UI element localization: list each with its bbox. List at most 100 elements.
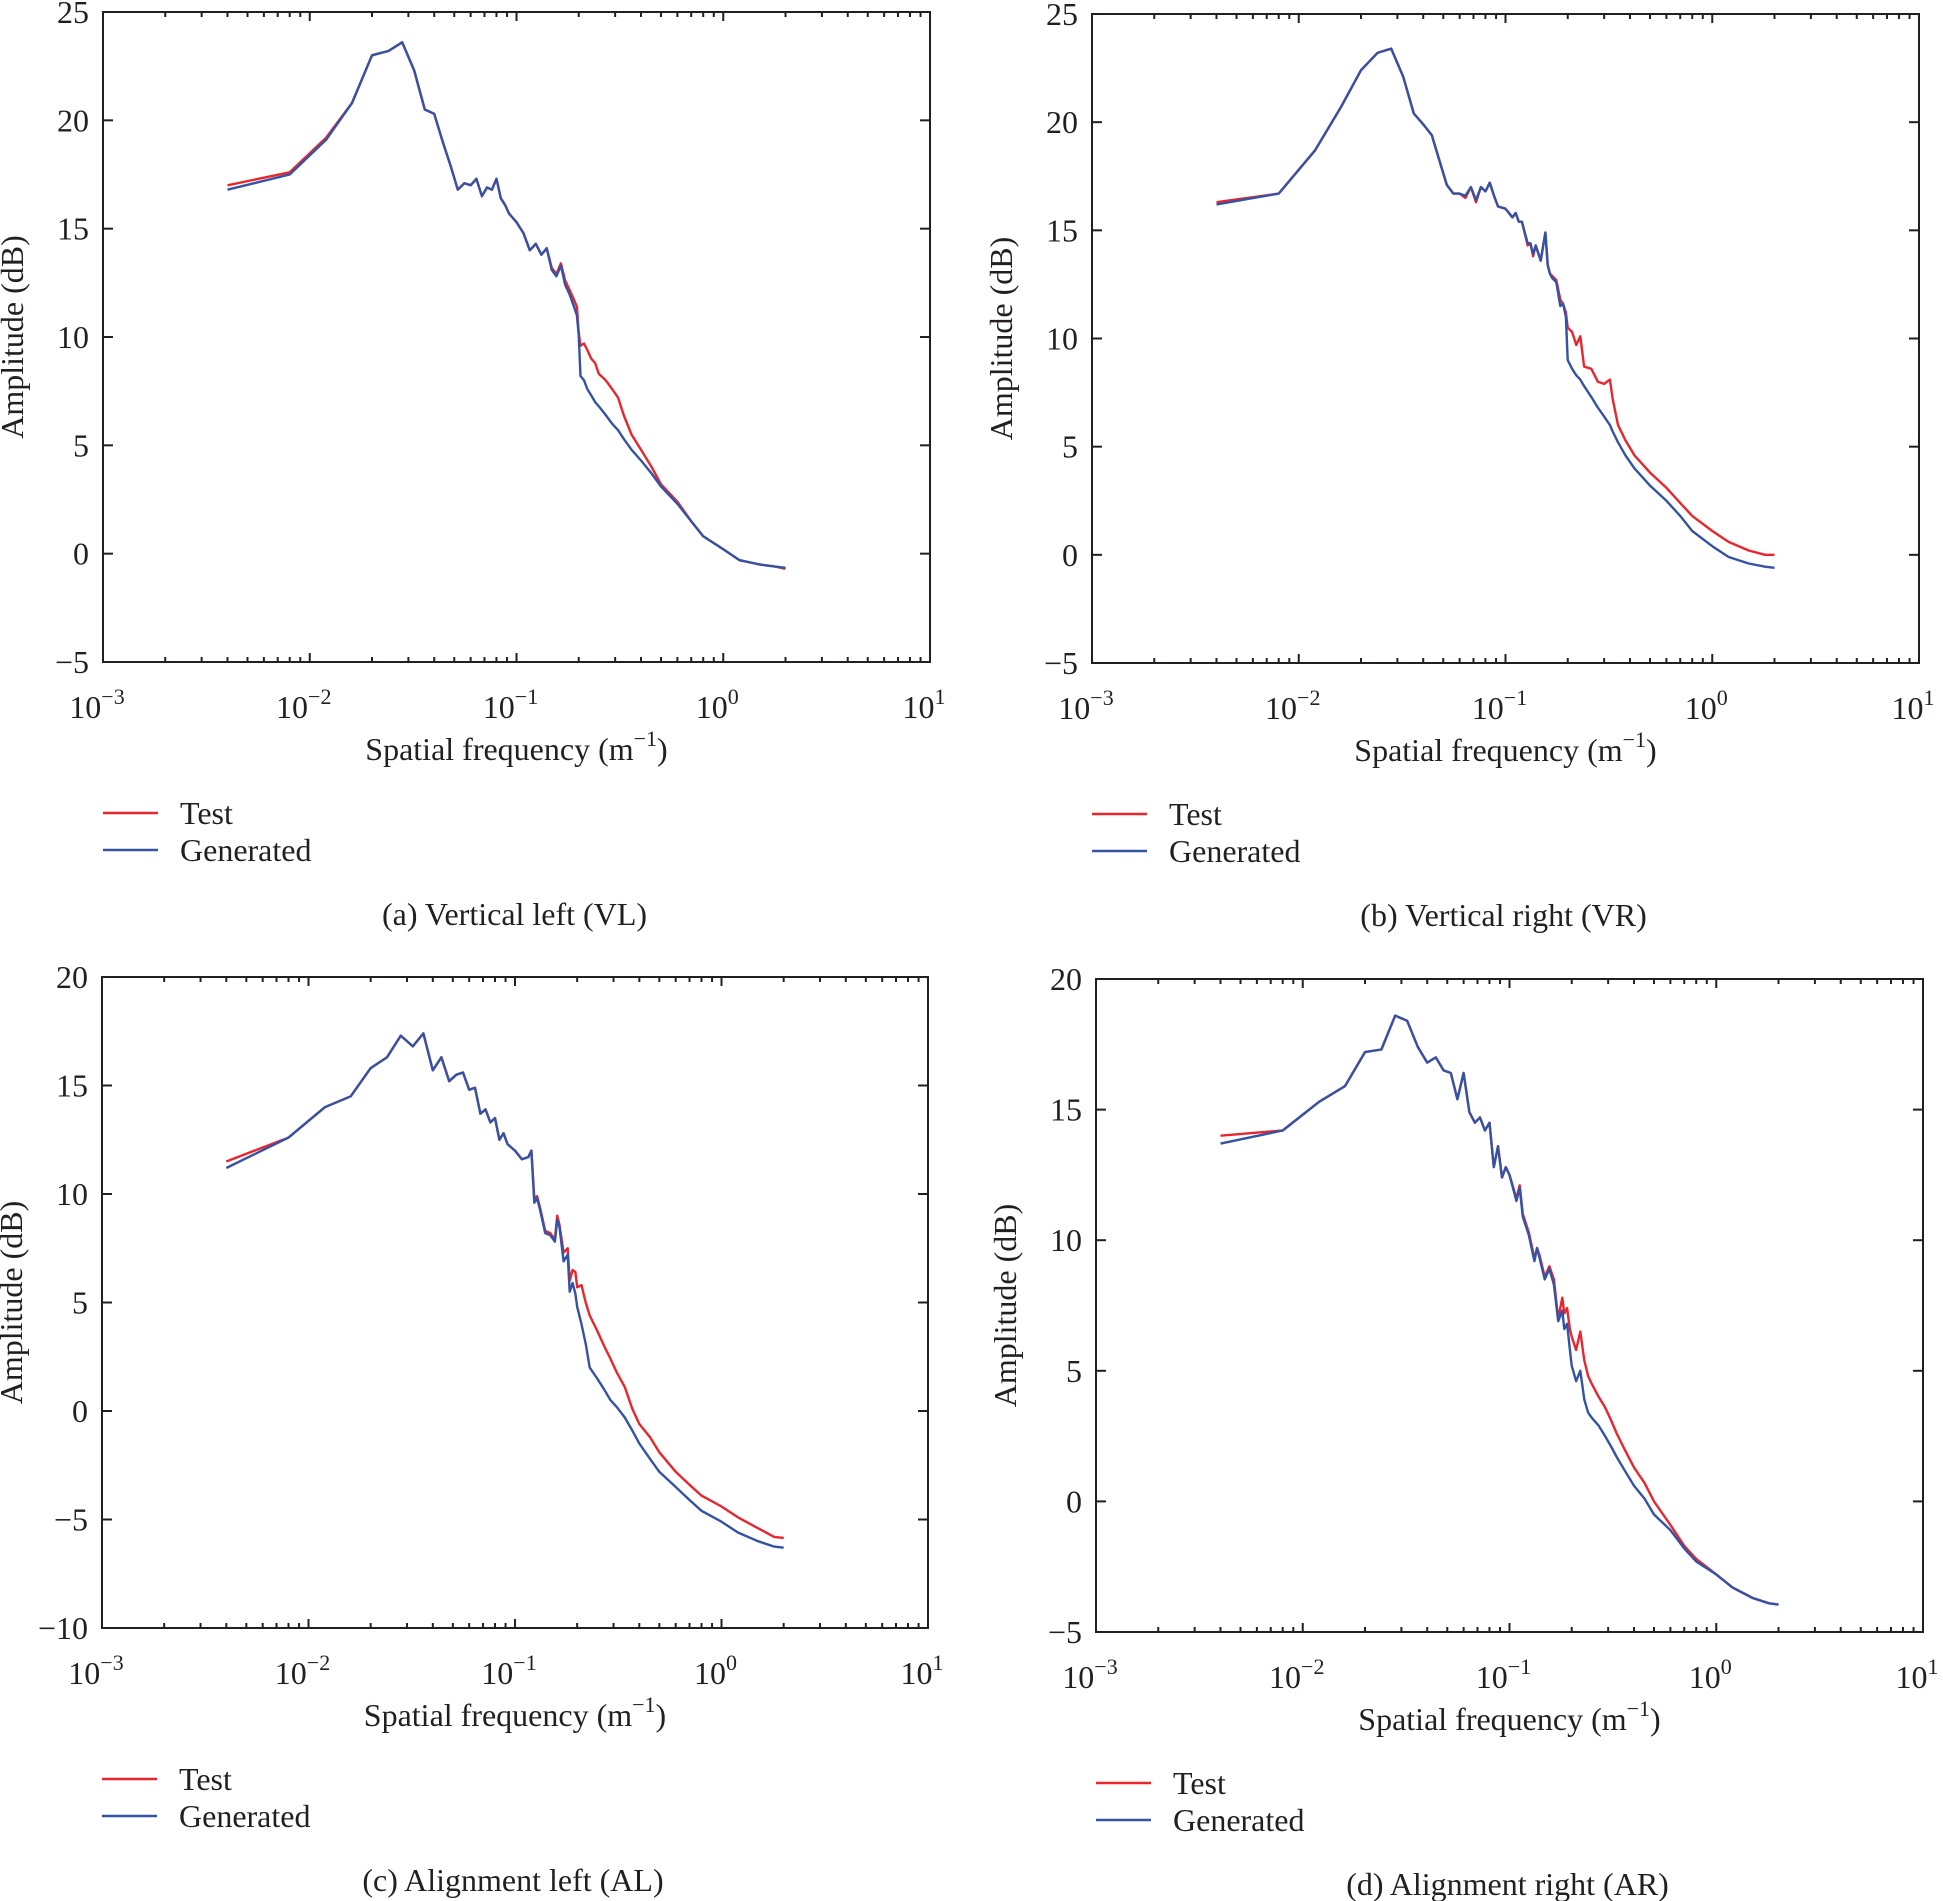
- x-axis-label-text: Spatial frequency (m: [365, 731, 633, 767]
- x-tick-exponent: −2: [307, 1650, 330, 1675]
- x-tick-label: 10−3: [69, 684, 124, 725]
- y-tick-label: −5: [1048, 1614, 1082, 1650]
- plot-area-frame: [101, 976, 929, 1629]
- x-tick-exponent: −1: [1504, 685, 1527, 710]
- x-tick-label: 101: [903, 684, 946, 725]
- x-tick-exponent: −1: [1508, 1654, 1531, 1679]
- x-axis-label-end: ): [1650, 1701, 1661, 1737]
- x-tick-exponent: 0: [728, 684, 739, 709]
- x-tick-exponent: −3: [1094, 1654, 1117, 1679]
- x-tick-base: 10: [69, 689, 101, 725]
- x-tick-base: 10: [1472, 690, 1504, 726]
- x-axis-label-text: Spatial frequency (m: [1354, 732, 1622, 768]
- x-axis-label: Spatial frequency (m−1): [1358, 1696, 1660, 1737]
- x-tick-exponent: −2: [1297, 685, 1320, 710]
- x-tick-exponent: −1: [515, 684, 538, 709]
- series-line-test: [1216, 47, 1775, 556]
- x-tick-base: 10: [276, 689, 308, 725]
- x-tick-base: 10: [696, 689, 728, 725]
- series-line-generated: [1220, 1014, 1779, 1606]
- x-axis-label: Spatial frequency (m−1): [365, 726, 667, 767]
- panel-caption: (c) Alignment left (AL): [362, 1862, 663, 1898]
- legend-label: Test: [1173, 1765, 1226, 1801]
- panel-c: 10−3 10−2 10−1 100 101−10−505101520Amplitude…: [0, 959, 944, 1898]
- plot-area-frame: [1091, 13, 1920, 664]
- y-tick-label: 10: [57, 319, 89, 355]
- y-tick-label: 15: [1046, 212, 1078, 248]
- x-tick-exponent: 1: [933, 1650, 944, 1675]
- x-tick-base: 10: [1896, 1659, 1928, 1695]
- x-tick-label: 100: [694, 1650, 737, 1691]
- y-axis-label: Amplitude (dB): [987, 1204, 1023, 1408]
- y-axis-label: Amplitude (dB): [0, 1201, 29, 1405]
- legend-label: Generated: [179, 1798, 310, 1834]
- x-tick-base: 10: [1062, 1659, 1094, 1695]
- x-tick-exponent: 0: [1717, 685, 1728, 710]
- y-tick-label: 5: [72, 1285, 88, 1321]
- x-tick-base: 10: [483, 689, 515, 725]
- x-tick-exponent: 1: [1924, 685, 1935, 710]
- x-tick-base: 10: [68, 1655, 100, 1691]
- y-tick-label: −5: [54, 1502, 88, 1538]
- x-tick-exponent: −2: [1301, 1654, 1324, 1679]
- y-tick-label: 0: [73, 536, 89, 572]
- panel-a: 10−3 10−2 10−1 100 101−50510152025Amplitude …: [0, 0, 946, 932]
- x-tick-exponent: −2: [308, 684, 331, 709]
- x-tick-label: 101: [1896, 1654, 1939, 1695]
- x-axis-label-exponent: −1: [1627, 1696, 1650, 1721]
- x-tick-label: 100: [1685, 685, 1728, 726]
- y-tick-label: 20: [56, 959, 88, 995]
- x-tick-exponent: −3: [101, 684, 124, 709]
- legend-label: Generated: [1173, 1802, 1304, 1838]
- x-tick-base: 10: [1058, 690, 1090, 726]
- series-line-test: [225, 1032, 784, 1540]
- legend-label: Test: [1169, 796, 1222, 832]
- legend-label: Test: [179, 1761, 232, 1797]
- series-line-test: [227, 41, 786, 570]
- x-axis-label-end: ): [657, 731, 668, 767]
- panel-caption: (b) Vertical right (VR): [1360, 897, 1646, 933]
- x-tick-label: 10−1: [481, 1650, 536, 1691]
- x-tick-label: 10−1: [1476, 1654, 1531, 1695]
- y-tick-label: 25: [57, 0, 89, 30]
- x-tick-label: 10−1: [483, 684, 538, 725]
- legend-label: Generated: [180, 832, 311, 868]
- x-tick-base: 10: [1689, 1659, 1721, 1695]
- x-axis-label: Spatial frequency (m−1): [364, 1692, 666, 1733]
- x-axis-label-end: ): [1646, 732, 1657, 768]
- x-tick-exponent: −3: [1090, 685, 1113, 710]
- x-tick-label: 10−2: [276, 684, 331, 725]
- y-tick-label: 15: [56, 1068, 88, 1104]
- x-tick-label: 10−3: [1058, 685, 1113, 726]
- x-tick-label: 10−2: [275, 1650, 330, 1691]
- x-tick-base: 10: [901, 1655, 933, 1691]
- y-tick-label: 10: [1050, 1222, 1082, 1258]
- legend-label: Generated: [1169, 833, 1300, 869]
- legend-label: Test: [180, 795, 233, 831]
- x-tick-label: 10−2: [1269, 1654, 1324, 1695]
- y-axis-label: Amplitude (dB): [0, 235, 30, 439]
- y-tick-label: 0: [72, 1393, 88, 1429]
- y-tick-label: 5: [1066, 1353, 1082, 1389]
- x-tick-exponent: 1: [1928, 1654, 1939, 1679]
- x-tick-exponent: −3: [100, 1650, 123, 1675]
- x-tick-label: 101: [1892, 685, 1935, 726]
- x-tick-base: 10: [903, 689, 935, 725]
- x-axis-label-exponent: −1: [1623, 727, 1646, 752]
- y-tick-label: 0: [1062, 537, 1078, 573]
- y-tick-label: 20: [57, 102, 89, 138]
- y-axis-label: Amplitude (dB): [983, 237, 1019, 441]
- x-tick-base: 10: [1265, 690, 1297, 726]
- x-ticks: [102, 12, 922, 662]
- y-tick-label: 25: [1046, 0, 1078, 32]
- x-axis-label: Spatial frequency (m−1): [1354, 727, 1656, 768]
- x-axis-label-text: Spatial frequency (m: [364, 1697, 632, 1733]
- series-line-generated: [1216, 47, 1775, 569]
- x-tick-base: 10: [481, 1655, 513, 1691]
- y-tick-label: 10: [1046, 321, 1078, 357]
- x-tick-label: 10−3: [68, 1650, 123, 1691]
- y-tick-label: 15: [1050, 1092, 1082, 1128]
- y-tick-label: −5: [1044, 645, 1078, 681]
- x-tick-label: 100: [696, 684, 739, 725]
